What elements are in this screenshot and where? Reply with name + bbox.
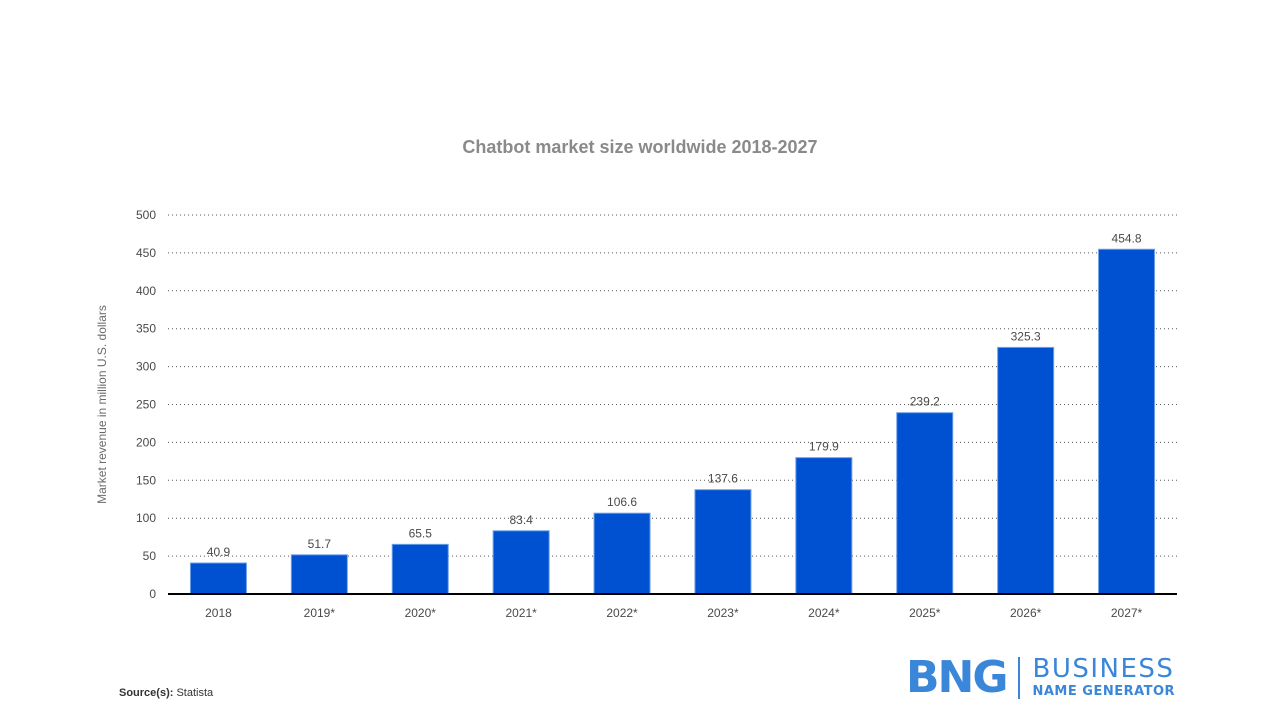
data-label: 137.6 <box>708 472 738 486</box>
logo-mark: BNG <box>906 652 1008 703</box>
data-label: 83.4 <box>509 513 533 527</box>
bars <box>189 248 1156 595</box>
source-note: Source(s): Statista <box>119 687 213 699</box>
logo-divider <box>1018 657 1021 699</box>
data-label: 325.3 <box>1011 329 1041 343</box>
x-tick-label: 2025* <box>909 606 941 620</box>
data-label: 239.2 <box>910 395 940 409</box>
y-tick-label: 100 <box>136 511 156 525</box>
x-tick-label: 2019* <box>304 606 336 620</box>
chart-title: Chatbot market size worldwide 2018-2027 <box>462 137 818 157</box>
x-tick-label: 2027* <box>1111 606 1143 620</box>
data-labels: 40.9 51.7 65.5 83.4 106.6 137.6 179.9 239.2 325.… <box>207 231 1142 559</box>
data-label: 106.6 <box>607 495 637 509</box>
bar <box>189 562 247 595</box>
y-tick-label: 300 <box>136 360 156 374</box>
bar <box>391 543 449 595</box>
data-label: 179.9 <box>809 440 839 454</box>
y-tick-label: 200 <box>136 435 156 449</box>
bar <box>997 346 1055 595</box>
bar <box>795 457 853 595</box>
x-tick-label: 2020* <box>405 606 437 620</box>
source-value: Statista <box>176 687 214 699</box>
x-tick-label: 2024* <box>808 606 840 620</box>
y-tick-label: 350 <box>136 322 156 336</box>
y-tick-label: 150 <box>136 473 156 487</box>
x-tick-label: 2022* <box>606 606 638 620</box>
data-label: 65.5 <box>409 526 433 540</box>
y-tick-label: 400 <box>136 284 156 298</box>
x-tick-label: 2023* <box>707 606 739 620</box>
x-axis-ticks: 2018 2019* 2020* 2021* 2022* 2023* 2024* 2025* 2… <box>205 606 1142 620</box>
data-label: 51.7 <box>308 537 332 551</box>
bar <box>492 530 550 595</box>
data-label: 40.9 <box>207 545 231 559</box>
bar <box>290 554 348 595</box>
y-axis-title: Market revenue in million U.S. dollars <box>95 305 109 504</box>
x-tick-label: 2021* <box>505 606 537 620</box>
x-tick-label: 2018 <box>205 606 232 620</box>
bng-logo: BNG BUSINESS NAME GENERATOR <box>906 654 1175 702</box>
bar <box>896 412 954 595</box>
logo-words: BUSINESS NAME GENERATOR <box>1032 656 1175 700</box>
y-tick-label: 0 <box>149 587 156 601</box>
y-axis-ticks: 0 50 100 150 200 250 300 350 400 450 500 <box>136 208 156 601</box>
bar <box>694 489 752 595</box>
y-tick-label: 50 <box>143 549 157 563</box>
source-label: Source(s): <box>119 687 174 699</box>
y-tick-label: 450 <box>136 246 156 260</box>
x-tick-label: 2026* <box>1010 606 1042 620</box>
logo-line1: BUSINESS <box>1032 654 1175 684</box>
logo-line2: NAME GENERATOR <box>1032 684 1176 699</box>
y-tick-label: 250 <box>136 398 156 412</box>
bar <box>593 512 651 595</box>
y-tick-label: 500 <box>136 208 156 222</box>
data-label: 454.8 <box>1112 231 1142 245</box>
bar <box>1098 248 1156 595</box>
